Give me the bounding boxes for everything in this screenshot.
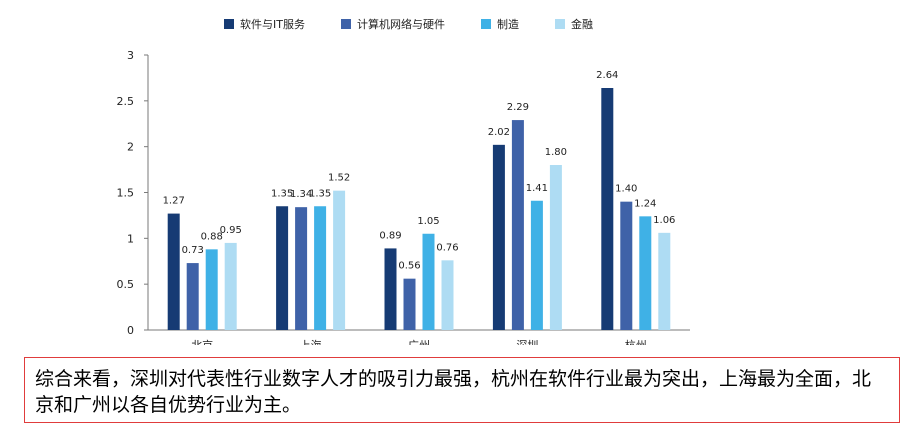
y-tick-label: 2.5 [117,95,135,108]
bar [295,207,308,330]
data-label: 0.88 [201,231,223,242]
data-label: 0.73 [182,245,204,256]
y-tick-label: 1.5 [117,187,135,200]
bar [492,144,505,330]
legend-swatch-finance [554,19,565,29]
y-tick-label: 0 [127,324,134,337]
data-label: 1.05 [417,216,439,227]
data-label: 2.02 [488,127,510,138]
data-label: 1.24 [634,198,656,209]
legend-item-manufacturing: 制造 [480,16,519,32]
data-label: 1.27 [163,196,185,207]
bar [658,232,671,330]
bar-chart: 00.511.522.531.270.730.880.95北京1.351.341… [117,49,690,345]
data-label: 1.06 [653,215,675,226]
bar [511,120,524,330]
bar [384,248,397,330]
legend-label-hardware: 计算机网络与硬件 [356,18,445,31]
data-label: 1.80 [545,147,567,158]
legend-label-software: 软件与IT服务 [240,18,305,31]
summary-text: 综合来看，深圳对代表性行业数字人才的吸引力最强，杭州在软件行业最为突出，上海最为… [35,368,872,416]
bar [186,263,199,330]
bar [422,233,435,330]
chart-legend: 软件与IT服务 计算机网络与硬件 制造 金融 [224,16,629,32]
legend-item-hardware: 计算机网络与硬件 [340,16,445,32]
y-tick-label: 3 [127,49,134,62]
legend-item-software: 软件与IT服务 [224,16,305,32]
y-tick-label: 2 [127,141,134,154]
summary-box: 综合来看，深圳对代表性行业数字人才的吸引力最强，杭州在软件行业最为突出，上海最为… [24,357,900,423]
bar [601,88,614,330]
bar [333,190,346,330]
x-tick-label: 深圳 [516,339,538,345]
data-label: 1.52 [328,173,350,184]
bar [441,260,454,330]
bar [224,242,237,330]
legend-label-finance: 金融 [570,18,593,31]
legend-label-manufacturing: 制造 [496,18,519,31]
bar [639,216,652,330]
x-tick-label: 广州 [408,339,430,345]
bar [276,206,289,330]
legend-swatch-software [224,19,234,29]
bar [549,165,562,330]
data-label: 0.95 [220,225,242,236]
legend-swatch-manufacturing [480,19,491,29]
bar [314,206,327,330]
data-label: 0.56 [398,261,420,272]
x-tick-label: 上海 [300,338,322,345]
bar [403,278,416,330]
legend-item-finance: 金融 [554,16,593,32]
data-label: 0.89 [379,230,401,241]
x-tick-label: 北京 [191,338,213,345]
x-tick-label: 杭州 [625,338,647,345]
bar [620,201,633,330]
data-label: 2.29 [507,102,529,113]
bar [530,200,543,330]
bar [205,249,218,330]
data-label: 1.40 [615,184,637,195]
y-tick-label: 1 [127,232,134,245]
legend-swatch-hardware [340,19,351,29]
data-label: 1.35 [309,188,331,199]
data-label: 2.64 [596,70,618,81]
bar [167,213,180,330]
data-label: 1.41 [526,183,548,194]
y-tick-label: 0.5 [117,278,135,291]
data-label: 0.76 [436,242,458,253]
data-label: 1.34 [290,189,312,200]
data-label: 1.35 [271,188,293,199]
